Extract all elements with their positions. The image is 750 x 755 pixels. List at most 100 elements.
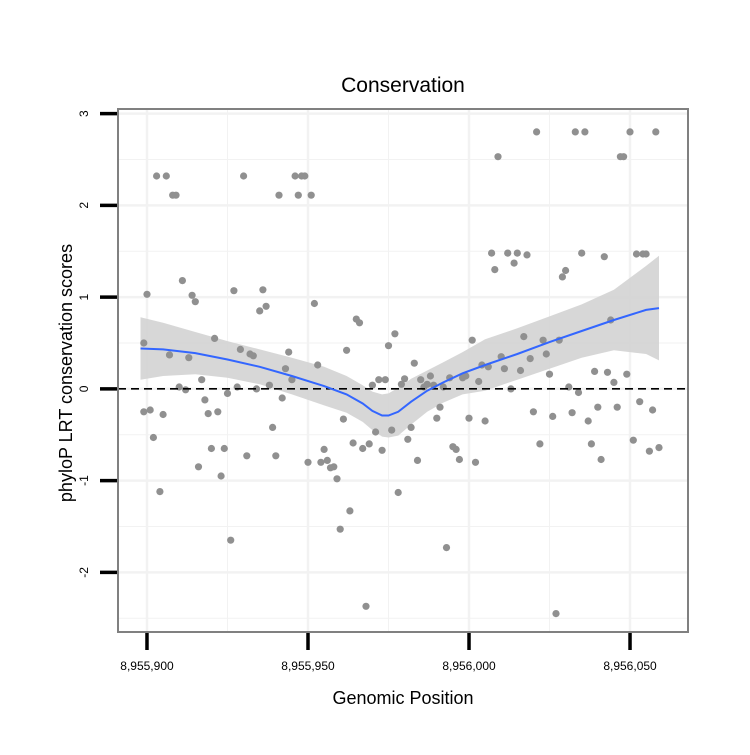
data-point [520, 333, 528, 341]
data-point [372, 428, 380, 436]
panel-border [117, 108, 689, 633]
data-point [236, 345, 244, 353]
data-point [462, 372, 470, 380]
data-point [655, 444, 663, 452]
data-point [256, 307, 264, 315]
data-point [275, 191, 283, 199]
data-point [645, 447, 654, 455]
data-point [539, 336, 547, 344]
x-tick-label: 8,955,900 [120, 659, 174, 673]
data-point [304, 458, 312, 466]
y-tick-label: 3 [77, 110, 91, 117]
data-point [523, 251, 531, 259]
data-point [636, 398, 644, 406]
x-axis-title: Genomic Position [332, 688, 473, 708]
data-point [140, 339, 148, 347]
data-point [191, 298, 199, 306]
data-point [584, 417, 592, 425]
data-point [417, 376, 425, 384]
data-point [549, 412, 557, 420]
data-point [227, 536, 235, 544]
data-point [581, 128, 589, 136]
data-point [307, 191, 315, 199]
data-point [214, 408, 222, 416]
data-point [578, 249, 586, 257]
data-point [243, 452, 251, 460]
data-point [452, 445, 460, 453]
data-point [529, 408, 538, 416]
data-point [504, 249, 512, 257]
data-point [516, 366, 525, 375]
data-point [375, 376, 383, 384]
data-point [384, 342, 393, 350]
data-point [368, 381, 376, 389]
data-point [423, 380, 431, 388]
data-point [526, 355, 534, 363]
data-point [442, 544, 451, 552]
data-point [494, 153, 502, 161]
data-point [143, 290, 151, 298]
data-points [140, 128, 663, 618]
data-point [278, 394, 286, 402]
data-point [533, 128, 541, 136]
data-point [323, 456, 331, 464]
data-point [652, 128, 660, 136]
data-point [162, 172, 170, 180]
chart-title: Conservation [341, 74, 465, 97]
y-axis: -2 -1 0 1 2 3 [77, 110, 117, 578]
data-point [558, 273, 567, 281]
y-tick-label: 1 [77, 293, 91, 300]
data-point [172, 191, 180, 199]
data-point [378, 446, 386, 454]
smooth-trend-line [140, 307, 660, 417]
data-point [591, 367, 599, 375]
y-tick-label: -2 [77, 567, 91, 578]
data-point [240, 172, 248, 180]
x-axis: 8,955,900 8,955,950 8,956,000 8,956,050 [120, 633, 657, 673]
data-point [455, 455, 463, 464]
data-point [562, 266, 570, 275]
data-point [262, 302, 270, 310]
data-point [156, 488, 164, 496]
data-point [291, 172, 299, 180]
data-point [204, 410, 212, 418]
y-tick-label: 0 [77, 385, 91, 392]
data-point [149, 433, 157, 442]
y-tick-label: 2 [77, 202, 91, 209]
data-point [568, 409, 576, 417]
data-point [362, 602, 370, 610]
data-point [475, 377, 483, 386]
data-point [513, 249, 521, 257]
data-point [146, 406, 154, 414]
data-point [536, 440, 544, 448]
data-point [281, 365, 290, 373]
data-point [488, 249, 496, 257]
data-point [346, 507, 354, 515]
x-tick-label: 8,956,050 [603, 659, 657, 673]
data-point [355, 319, 364, 327]
data-point [230, 287, 238, 295]
data-point [165, 351, 174, 359]
data-point [188, 291, 196, 299]
x-tick-label: 8,956,000 [442, 659, 496, 673]
data-point [433, 414, 441, 422]
data-point [481, 417, 489, 425]
data-point [301, 172, 309, 180]
data-point [468, 336, 476, 344]
data-point [620, 153, 628, 161]
data-point [294, 191, 302, 199]
data-point [320, 445, 328, 453]
data-point [140, 408, 148, 416]
data-point [333, 475, 341, 483]
data-point [545, 370, 554, 378]
data-point [407, 423, 415, 431]
data-point [394, 488, 402, 497]
data-point [153, 172, 161, 180]
data-point [600, 253, 608, 261]
data-point [314, 361, 322, 369]
data-point [491, 266, 499, 274]
data-point [265, 381, 273, 389]
data-point [272, 452, 280, 460]
data-point [410, 359, 418, 367]
